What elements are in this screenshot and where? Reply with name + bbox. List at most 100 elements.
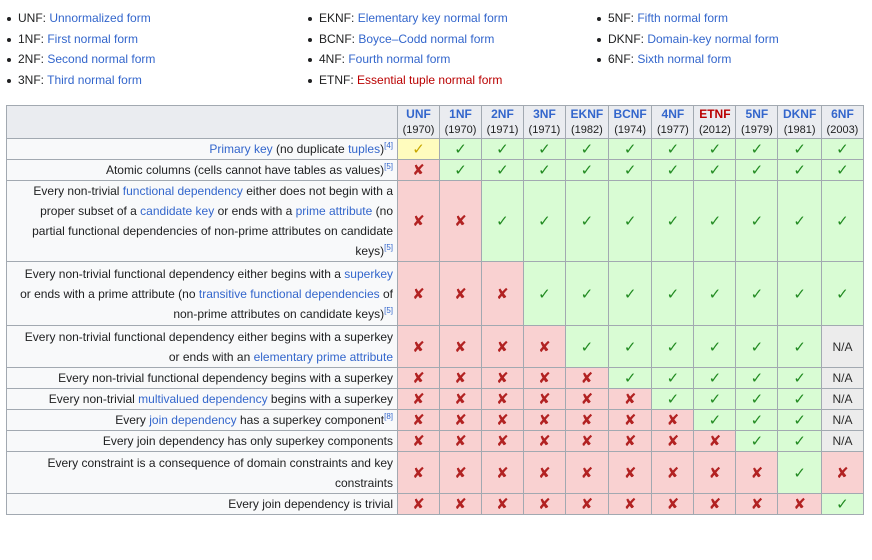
column-abbr-link[interactable]: EKNF (570, 107, 604, 121)
cross-icon: ✘ (538, 338, 551, 356)
status-cell: ✘ (397, 325, 440, 368)
criterion-text: Every non-trivial functional dependency … (24, 329, 393, 364)
cross-icon: ✘ (496, 338, 509, 356)
table-row: Every constraint is a consequence of dom… (6, 451, 865, 494)
criterion-text: (no partial functional dependencies of n… (32, 204, 393, 258)
normal-form-abbr: EKNF (319, 11, 352, 25)
term-link[interactable]: transitive functional dependencies (198, 286, 380, 301)
column-header-3nf: 3NF (1971) (522, 105, 566, 139)
check-icon: ✓ (836, 496, 849, 513)
column-abbr-link[interactable]: 6NF (831, 107, 854, 121)
term-link[interactable]: prime attribute (295, 204, 373, 218)
term-link[interactable]: multivalued dependency (138, 392, 268, 406)
normal-form-link[interactable]: Fifth normal form (637, 11, 729, 25)
normal-form-link[interactable]: First normal form (47, 31, 139, 46)
status-cell: ✘ (651, 409, 695, 431)
normal-form-link[interactable]: Essential tuple normal form (357, 72, 503, 87)
cross-icon: ✘ (454, 464, 467, 482)
reference-link[interactable]: [5] (384, 243, 393, 252)
normal-forms-list: UNF: Unnormalized form 1NF: First normal … (6, 8, 866, 90)
column-abbr-link[interactable]: 5NF (745, 107, 769, 121)
status-cell: ✘ (735, 493, 779, 515)
column-abbr-link[interactable]: 1NF (449, 107, 472, 121)
criterion-cell: Every join dependency has only superkey … (6, 430, 398, 452)
status-cell: ✓ (777, 138, 822, 160)
status-cell: ✘ (480, 261, 524, 326)
status-cell: ✘ (564, 430, 609, 452)
check-icon: ✓ (666, 162, 680, 179)
cross-icon: ✘ (708, 433, 722, 450)
status-cell: ✓ (735, 159, 779, 181)
column-header-unf: UNF (1970) (397, 105, 440, 139)
status-cell: ✘ (651, 451, 695, 494)
normal-form-link[interactable]: Unnormalized form (49, 11, 151, 25)
term-link[interactable]: tuples (348, 142, 381, 156)
reference-link[interactable]: [5] (384, 162, 393, 171)
table-row: Every non-trivial functional dependency … (6, 325, 865, 368)
cross-icon: ✘ (538, 433, 551, 450)
status-cell: ✘ (480, 451, 524, 494)
status-cell: ✓ (777, 325, 822, 368)
status-cell: ✓ (735, 367, 779, 389)
status-cell: ✘ (397, 430, 440, 452)
column-abbr-link[interactable]: 2NF (491, 107, 514, 121)
status-cell: ✘ (522, 325, 566, 368)
column-header-6nf: 6NF (2003) (820, 105, 865, 139)
cross-icon: ✘ (496, 496, 509, 513)
normal-form-abbr: BCNF (319, 31, 352, 46)
status-cell: ✓ (735, 138, 779, 160)
normal-form-abbr: 4NF (319, 52, 342, 66)
cross-icon: ✘ (623, 433, 637, 450)
normal-form-abbr: 6NF (608, 52, 631, 66)
status-cell: ✓ (651, 261, 695, 326)
normal-forms-table: UNF (1970) 1NF (1970) 2NF (1971) 3NF (1971) EKNF… (6, 105, 865, 515)
list-item: 2NF: Second normal form (6, 49, 307, 70)
reference-link[interactable]: [8] (384, 412, 393, 421)
check-icon: ✓ (580, 338, 594, 356)
normal-form-link[interactable]: Second normal form (47, 52, 156, 66)
normal-form-link[interactable]: Domain-key normal form (647, 31, 779, 46)
term-link[interactable]: elementary prime attribute (253, 349, 393, 364)
column-year: (1982) (570, 124, 603, 136)
column-abbr-link[interactable]: ETNF (699, 107, 731, 121)
normal-form-link[interactable]: Third normal form (47, 72, 142, 87)
separator: : (630, 11, 638, 25)
normal-form-link[interactable]: Boyce–Codd normal form (358, 31, 495, 46)
criterion-text: Atomic columns (cells cannot have tables… (105, 163, 385, 177)
status-cell: N/A (820, 388, 865, 410)
status-cell: ✓ (607, 180, 653, 262)
status-cell: ✓ (564, 159, 609, 181)
column-abbr-link[interactable]: 3NF (533, 107, 556, 121)
check-icon: ✓ (708, 141, 722, 158)
cross-icon: ✘ (538, 391, 551, 408)
list-column-1: UNF: Unnormalized form 1NF: First normal … (6, 8, 307, 90)
column-year: (1971) (528, 124, 561, 136)
status-cell: ✓ (820, 180, 865, 262)
status-cell: ✘ (480, 325, 524, 368)
reference-link[interactable]: [4] (384, 141, 393, 150)
term-link[interactable]: superkey (344, 266, 393, 281)
term-link[interactable]: candidate key (140, 204, 215, 218)
status-cell: ✓ (777, 261, 822, 326)
column-abbr-link[interactable]: UNF (406, 107, 431, 121)
reference-link[interactable]: [5] (384, 305, 393, 315)
status-cell: ✘ (564, 388, 609, 410)
status-cell: ✓ (820, 261, 865, 326)
check-icon: ✓ (793, 285, 806, 303)
cross-icon: ✘ (538, 370, 551, 387)
term-link[interactable]: join dependency (149, 413, 237, 427)
cross-icon: ✘ (496, 370, 509, 387)
normal-form-link[interactable]: Sixth normal form (637, 52, 732, 66)
column-abbr-link[interactable]: DKNF (782, 107, 817, 121)
cross-icon: ✘ (538, 412, 551, 429)
status-cell: ✘ (480, 493, 524, 515)
status-cell: ✘ (651, 430, 695, 452)
normal-form-link[interactable]: Elementary key normal form (357, 11, 508, 25)
term-link[interactable]: functional dependency (122, 184, 243, 198)
normal-form-link[interactable]: Fourth normal form (348, 52, 451, 66)
cross-icon: ✘ (454, 391, 467, 408)
status-cell: ✘ (438, 325, 482, 368)
column-abbr-link[interactable]: BCNF (613, 107, 647, 121)
column-abbr-link[interactable]: 4NF (661, 107, 685, 121)
term-link[interactable]: Primary key (209, 142, 273, 156)
